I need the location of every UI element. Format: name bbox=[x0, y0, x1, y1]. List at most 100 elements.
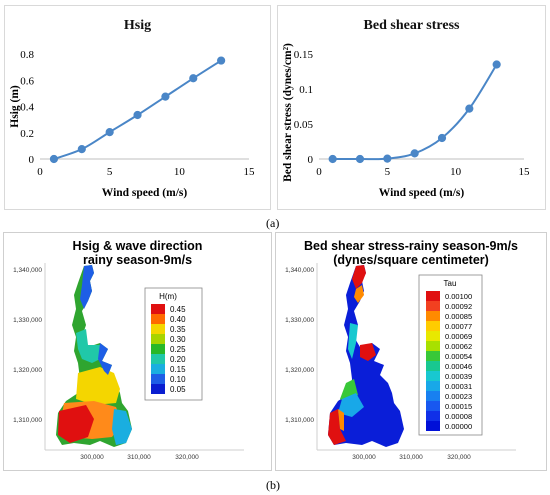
data-point bbox=[217, 56, 226, 65]
map-x-tick-label: 300,000 bbox=[80, 454, 104, 461]
x-tick-label: 5 bbox=[385, 166, 391, 178]
x-tick-label: 0 bbox=[316, 166, 322, 178]
map-y-tick-label: 1,330,000 bbox=[13, 317, 42, 324]
legend-label: 0.00039 bbox=[445, 372, 472, 381]
legend-swatch bbox=[426, 421, 440, 431]
legend-swatch bbox=[426, 371, 440, 381]
y-axis-label: Bed shear stress (dynes/cm²) bbox=[282, 43, 294, 182]
map-x-tick-label: 320,000 bbox=[175, 454, 199, 461]
legend-swatch bbox=[426, 401, 440, 411]
hsig-map-title-line1: Hsig & wave direction bbox=[72, 239, 203, 253]
x-tick-label: 10 bbox=[450, 166, 462, 178]
shear-map-red-shore bbox=[328, 409, 346, 445]
legend-swatch bbox=[426, 301, 440, 311]
legend-label: 0.40 bbox=[170, 315, 186, 324]
hsig-map-title: Hsig & wave direction rainy season-9m/s bbox=[4, 239, 271, 267]
shear-map-title-line1: Bed shear stress-rainy season-9m/s bbox=[304, 239, 518, 253]
y-tick-label: 0.2 bbox=[20, 128, 34, 140]
hsig-map-blue-lobe bbox=[112, 409, 132, 445]
map-y-tick-label: 1,310,000 bbox=[13, 417, 42, 424]
map-x-tick-label: 320,000 bbox=[447, 454, 471, 461]
hsig-map: H(m) 0.450.400.350.300.250.200.150.100.0… bbox=[13, 263, 244, 461]
legend-swatch bbox=[426, 341, 440, 351]
legend-swatch bbox=[151, 344, 165, 354]
hsig-map-mid-band bbox=[76, 329, 104, 363]
shear-map-title: Bed shear stress-rainy season-9m/s (dyne… bbox=[276, 239, 546, 267]
y-tick-label: 0.05 bbox=[294, 119, 314, 131]
map-x-tick-label: 300,000 bbox=[352, 454, 376, 461]
shear-map-channel-cyan bbox=[348, 323, 358, 359]
legend-swatch bbox=[151, 364, 165, 374]
shear-map-channel-red bbox=[360, 343, 376, 361]
legend-label: 0.00100 bbox=[445, 292, 472, 301]
hsig-map-upper-arm bbox=[80, 265, 94, 309]
data-point bbox=[328, 154, 337, 164]
map-x-tick-label: 310,000 bbox=[399, 454, 423, 461]
caption-b: (b) bbox=[266, 478, 280, 492]
legend-label: 0.15 bbox=[170, 365, 186, 374]
legend-label: 0.00023 bbox=[445, 392, 472, 401]
data-point bbox=[189, 74, 198, 83]
map-x-tick-label: 310,000 bbox=[127, 454, 151, 461]
legend-swatch bbox=[151, 304, 165, 314]
legend-label: 0.45 bbox=[170, 305, 186, 314]
map-y-tick-label: 1,310,000 bbox=[285, 417, 314, 424]
x-axis-label: Wind speed (m/s) bbox=[379, 187, 465, 199]
hsig-map-edge-blue bbox=[98, 343, 112, 375]
shear-legend-title: Tau bbox=[444, 279, 457, 288]
shear-map-upper-red bbox=[352, 265, 366, 289]
hsig-legend-title: H(m) bbox=[159, 292, 177, 301]
legend-label: 0.25 bbox=[170, 345, 186, 354]
hsig-map-title-line2: rainy season-9m/s bbox=[82, 253, 193, 267]
y-tick-label: 0.4 bbox=[20, 102, 34, 114]
legend-swatch bbox=[151, 324, 165, 334]
legend-label: 0.00031 bbox=[445, 382, 472, 391]
y-tick-label: 0.1 bbox=[299, 84, 313, 96]
y-tick-label: 0.6 bbox=[20, 75, 34, 87]
legend-label: 0.20 bbox=[170, 355, 186, 364]
legend-swatch bbox=[426, 361, 440, 371]
hsig-map-yellow-zone bbox=[76, 367, 120, 405]
legend-label: 0.00046 bbox=[445, 362, 472, 371]
caption-a: (a) bbox=[266, 216, 280, 230]
map-y-tick-label: 1,320,000 bbox=[285, 367, 314, 374]
map-y-tick-label: 1,340,000 bbox=[285, 267, 314, 274]
legend-swatch bbox=[426, 321, 440, 331]
data-point bbox=[465, 104, 474, 113]
data-point bbox=[355, 154, 365, 164]
shear-map-cyan-mid bbox=[338, 393, 364, 417]
y-tick-label: 0.8 bbox=[20, 49, 34, 61]
series-line bbox=[332, 63, 498, 161]
legend-swatch bbox=[426, 291, 440, 301]
legend-label: 0.10 bbox=[170, 375, 186, 384]
legend-label: 0.00054 bbox=[445, 352, 472, 361]
legend-label: 0.35 bbox=[170, 325, 186, 334]
hsig-chart-title: Hsig bbox=[123, 18, 152, 33]
x-tick-label: 0 bbox=[37, 166, 43, 178]
data-point bbox=[161, 92, 170, 101]
hsig-chart-panel: Hsig 0 0.2 0.4 0.6 0.8 0 5 10 15 Wind speed (m/s)… bbox=[4, 5, 271, 210]
shear-map-orange-shore bbox=[338, 409, 344, 431]
data-point bbox=[410, 149, 419, 158]
shear-chart-title: Bed shear stress bbox=[363, 18, 460, 33]
x-tick-label: 15 bbox=[244, 166, 256, 178]
legend-swatch bbox=[151, 314, 165, 324]
legend-swatch bbox=[151, 334, 165, 344]
legend-swatch bbox=[426, 351, 440, 361]
x-tick-label: 5 bbox=[107, 166, 113, 178]
shear-chart: 0 0.05 0.1 0.15 0 5 10 15 Wind speed (m/s) Bed sh… bbox=[282, 43, 531, 199]
data-point bbox=[492, 60, 501, 69]
legend-swatch bbox=[151, 384, 165, 394]
x-axis-label: Wind speed (m/s) bbox=[102, 187, 188, 199]
data-point bbox=[105, 127, 114, 137]
legend-label: 0.00008 bbox=[445, 412, 472, 421]
y-axis-label: Hsig (m) bbox=[9, 85, 21, 128]
data-point bbox=[437, 133, 447, 143]
shear-map-panel: Bed shear stress-rainy season-9m/s (dyne… bbox=[275, 232, 547, 471]
legend-label: 0.05 bbox=[170, 385, 186, 394]
y-tick-label: 0 bbox=[308, 154, 314, 166]
x-tick-label: 15 bbox=[519, 166, 531, 178]
hsig-map-panel: Hsig & wave direction rainy season-9m/s … bbox=[3, 232, 272, 471]
shear-map: Tau 0.001000.000920.000850.000770.000690… bbox=[285, 263, 516, 461]
legend-swatch bbox=[151, 354, 165, 364]
